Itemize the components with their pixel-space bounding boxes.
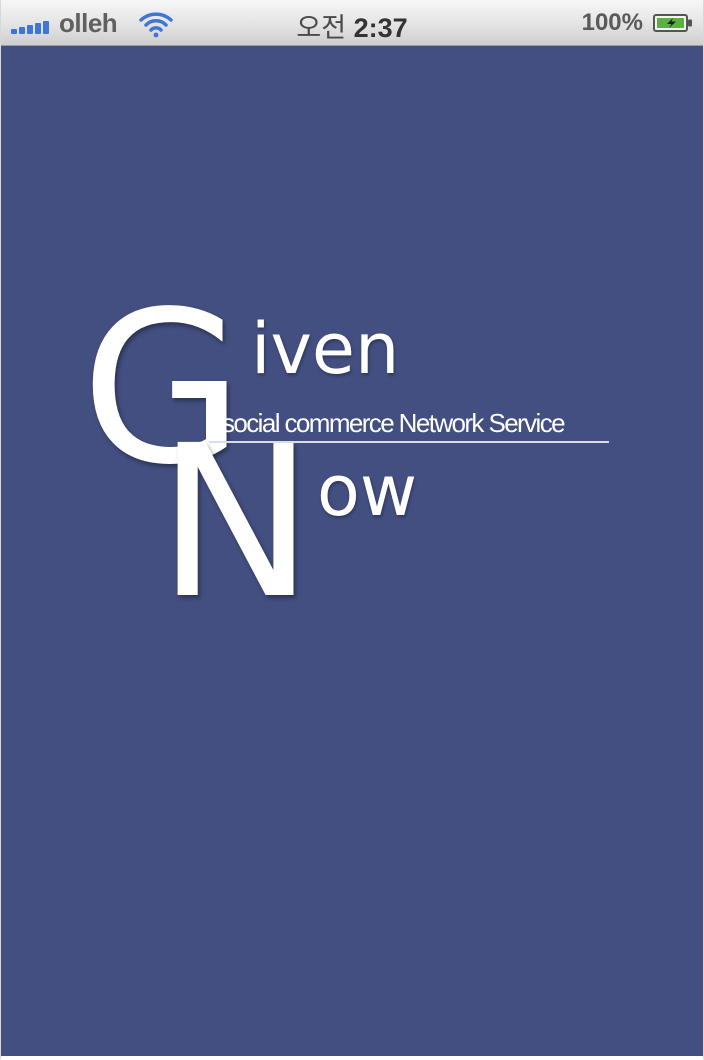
logo-word-now: ow xyxy=(317,450,418,532)
carrier-name: olleh xyxy=(59,8,118,38)
logo-letter-n: N xyxy=(157,400,315,645)
clock-period: 오전 xyxy=(296,13,347,43)
status-bar: olleh 오전 2:37 100% xyxy=(1,0,703,46)
clock-time: 2:37 xyxy=(353,13,408,43)
tagline-divider xyxy=(209,441,609,443)
logo-tagline: social commerce Network Service xyxy=(222,408,566,438)
logo-word-given: iven xyxy=(251,308,400,390)
given-now-logo: G N iven social commerce Network Service… xyxy=(1,46,703,1056)
battery-percent: 100% xyxy=(581,9,643,36)
wifi-icon xyxy=(139,12,173,38)
battery-charging-icon xyxy=(653,14,692,32)
status-clock: 오전 2:37 xyxy=(1,6,703,45)
logo-letter-g: G xyxy=(81,266,244,511)
signal-bars-icon xyxy=(11,18,55,34)
splash-screen: G N iven social commerce Network Service… xyxy=(1,46,703,1056)
